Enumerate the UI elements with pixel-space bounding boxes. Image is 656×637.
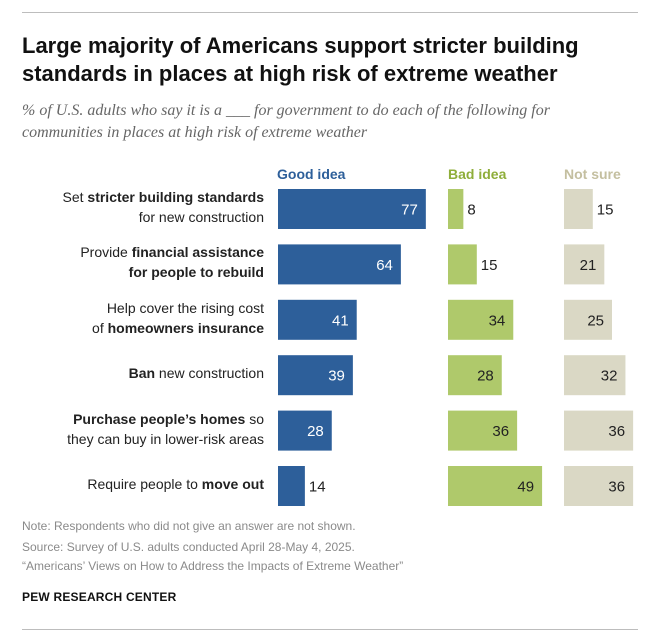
bottom-rule [22, 629, 638, 630]
bar-not-sure-row-4 [564, 355, 626, 396]
row-label-text: they can buy in lower-risk areas [67, 430, 264, 447]
value-label-bad-idea-row-4: 28 [477, 368, 494, 385]
row-label-text: of [92, 319, 108, 336]
value-label-not-sure-row-6: 36 [608, 479, 625, 496]
bar-not-sure-row-6 [564, 466, 634, 506]
chart-title: Large majority of Americans support stri… [22, 33, 579, 86]
source-text: Source: Survey of U.S. adults conducted … [22, 540, 355, 554]
bar-not-sure-row-1 [564, 189, 593, 229]
report-title-text: “Americans’ Views on How to Address the … [22, 559, 404, 573]
value-label-bad-idea-row-2: 15 [481, 257, 498, 274]
value-label-good-idea-row-5: 28 [307, 423, 324, 440]
row-label-emphasis: move out [201, 476, 264, 492]
row-label-emphasis: for people to rebuild [128, 264, 264, 281]
value-label-not-sure-row-1: 15 [597, 202, 614, 219]
row-label-emphasis: stricter building standards [87, 189, 264, 205]
value-label-bad-idea-row-1: 8 [467, 202, 475, 219]
value-label-not-sure-row-2: 21 [580, 257, 597, 274]
value-label-good-idea-row-1: 77 [401, 202, 418, 219]
bar-bad-idea-row-3 [448, 299, 514, 340]
column-header-good-idea: Good idea [277, 166, 346, 182]
row-label-emphasis: Purchase people’s homes [73, 410, 246, 427]
bar-good-idea-row-4 [278, 355, 353, 396]
row-label-emphasis: homeowners insurance [107, 319, 264, 336]
row-label-text: Help cover the rising cost [106, 299, 264, 316]
column-header-not-sure: Not sure [564, 166, 621, 182]
bar-bad-idea-row-4 [448, 355, 502, 396]
value-label-not-sure-row-5: 36 [608, 423, 625, 440]
value-label-bad-idea-row-6: 49 [517, 479, 534, 496]
value-label-bad-idea-row-3: 34 [489, 312, 506, 329]
bar-chart: 77 64 41 39 28 14 8 15 34 28 36 49 15 21 25 32 36 36 [278, 189, 634, 506]
row-label-2: Provide financial assistance for people t… [14, 242, 264, 282]
row-label-emphasis: financial assistance [131, 244, 264, 261]
value-label-good-idea-row-6: 14 [309, 479, 326, 496]
value-label-not-sure-row-4: 32 [601, 368, 618, 385]
bar-good-idea-row-6 [278, 466, 305, 506]
value-label-good-idea-row-4: 39 [328, 368, 345, 385]
top-rule [22, 12, 638, 13]
row-label-1: Set stricter building standards for new c… [14, 187, 265, 227]
note-text: Note: Respondents who did not give an an… [22, 519, 356, 533]
row-label-4: Ban new construction [14, 363, 264, 383]
value-label-not-sure-row-3: 25 [587, 312, 604, 329]
row-label-text: Set [62, 189, 88, 205]
column-header-bad-idea: Bad idea [448, 166, 507, 182]
bar-not-sure-row-2 [564, 244, 605, 285]
row-label-text: so [245, 410, 264, 427]
row-label-text: new construction [155, 365, 264, 382]
row-label-text: for new construction [138, 209, 264, 225]
bar-good-idea-row-1 [278, 189, 426, 229]
chart-subtitle: % of U.S. adults who say it is a ___ for… [22, 102, 550, 141]
row-label-5: Purchase people’s homes so they can buy i… [14, 409, 264, 449]
pew-research-center-logo-text: PEW RESEARCH CENTER [22, 590, 177, 604]
row-label-emphasis: Ban [128, 365, 156, 382]
value-label-bad-idea-row-5: 36 [492, 423, 509, 440]
bar-good-idea-row-3 [278, 299, 357, 340]
row-label-text: Provide [80, 244, 132, 261]
value-label-good-idea-row-2: 64 [376, 257, 393, 274]
bar-bad-idea-row-2 [448, 244, 477, 285]
row-label-3: Help cover the rising cost of homeowners … [14, 298, 264, 338]
bar-good-idea-row-2 [278, 244, 401, 285]
bar-bad-idea-row-6 [448, 466, 543, 506]
row-label-6: Require people to move out [14, 474, 264, 494]
bar-bad-idea-row-1 [448, 189, 464, 229]
row-label-text: Require people to [87, 476, 202, 492]
value-label-good-idea-row-3: 41 [332, 312, 349, 329]
bar-good-idea-row-5 [278, 410, 332, 451]
bar-not-sure-row-5 [564, 410, 634, 451]
bar-not-sure-row-3 [564, 299, 612, 340]
bar-bad-idea-row-5 [448, 410, 518, 451]
